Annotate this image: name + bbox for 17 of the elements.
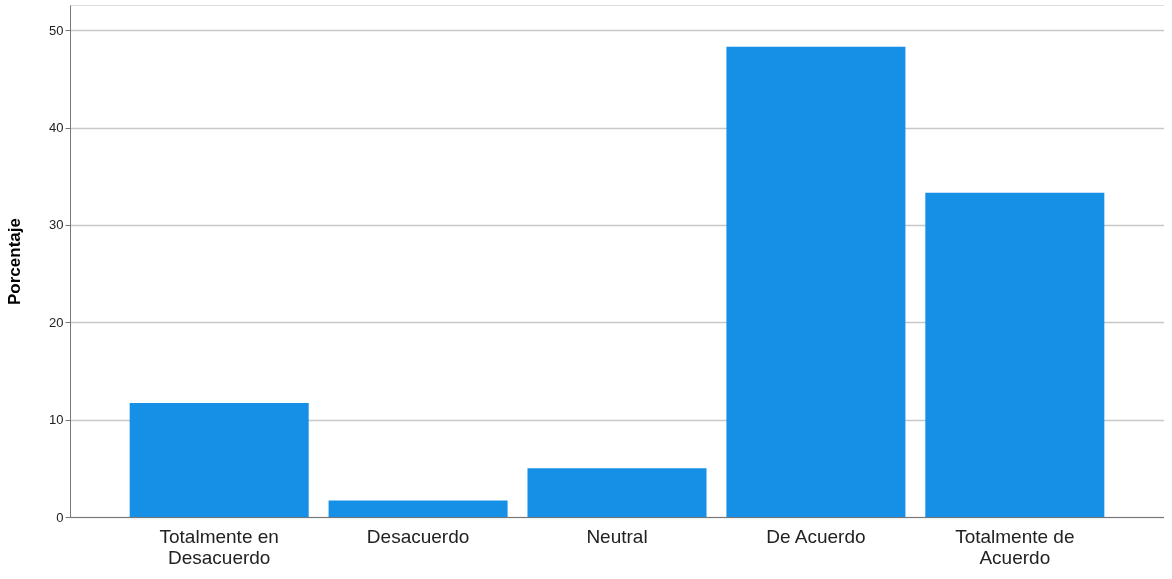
x-tick-label: Desacuerdo [366, 525, 470, 547]
bar [925, 192, 1105, 517]
x-tick-label: De Acuerdo [766, 525, 866, 547]
x-tick-label: Totalmente en Desacuerdo [159, 525, 279, 568]
y-tick-label: 40 [49, 120, 64, 136]
bar [129, 403, 309, 517]
y-tick-label: 30 [49, 217, 64, 233]
y-axis-title: Porcentaje [5, 218, 25, 305]
x-tick-label: Totalmente de Acuerdo [955, 525, 1075, 568]
y-tick-label: 0 [56, 509, 64, 525]
bar [527, 468, 707, 517]
y-tick-label: 20 [49, 314, 64, 330]
y-tick-label: 10 [49, 412, 64, 428]
x-tick-label: Neutral [586, 525, 648, 547]
bar [726, 46, 906, 517]
y-tick-label: 50 [49, 22, 64, 38]
bar [328, 500, 508, 517]
